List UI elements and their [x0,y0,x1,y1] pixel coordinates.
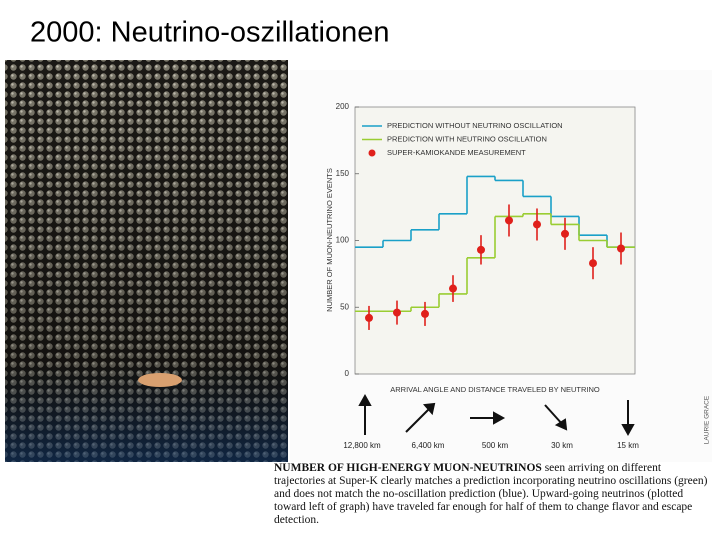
data-point [561,229,569,238]
slide-title: 2000: Neutrino-oszillationen [30,17,390,49]
caption-bold: NUMBER OF HIGH-ENERGY MUON-NEUTRINOS [274,462,542,474]
y-tick-label: 150 [336,169,350,178]
credit: LAURIE GRACE [704,395,711,444]
data-point [589,259,597,268]
direction-label: 6,400 km [412,441,445,450]
x-axis-label: ARRIVAL ANGLE AND DISTANCE TRAVELED BY N… [390,385,600,394]
data-point [533,220,541,229]
direction-label: 12,800 km [343,441,381,450]
direction-label: 500 km [482,441,509,450]
legend-label: SUPER-KAMIOKANDE MEASUREMENT [387,148,526,157]
y-tick-label: 0 [345,369,350,378]
data-point [421,309,429,318]
data-point [393,308,401,317]
data-point [365,313,373,322]
direction-arrows [358,393,635,437]
y-tick-label: 200 [336,102,350,111]
direction-label: 30 km [551,441,573,450]
data-point [477,245,485,254]
caption-text: seen arriving on different trajectories … [274,462,708,526]
photo [5,60,288,462]
legend-marker [368,149,376,157]
y-tick-label: 50 [340,302,349,311]
data-point [617,244,625,253]
direction-label: 15 km [617,441,639,450]
caption: NUMBER OF HIGH-ENERGY MUON-NEUTRINOS see… [274,462,710,527]
data-point [449,284,457,293]
legend-label: PREDICTION WITH NEUTRINO OSCILLATION [387,134,547,143]
data-point [505,216,513,225]
legend-label: PREDICTION WITHOUT NEUTRINO OSCILLATION [387,121,563,130]
y-axis-label: NUMBER OF MUON-NEUTRINO EVENTS [325,168,334,312]
y-tick-label: 100 [336,236,350,245]
